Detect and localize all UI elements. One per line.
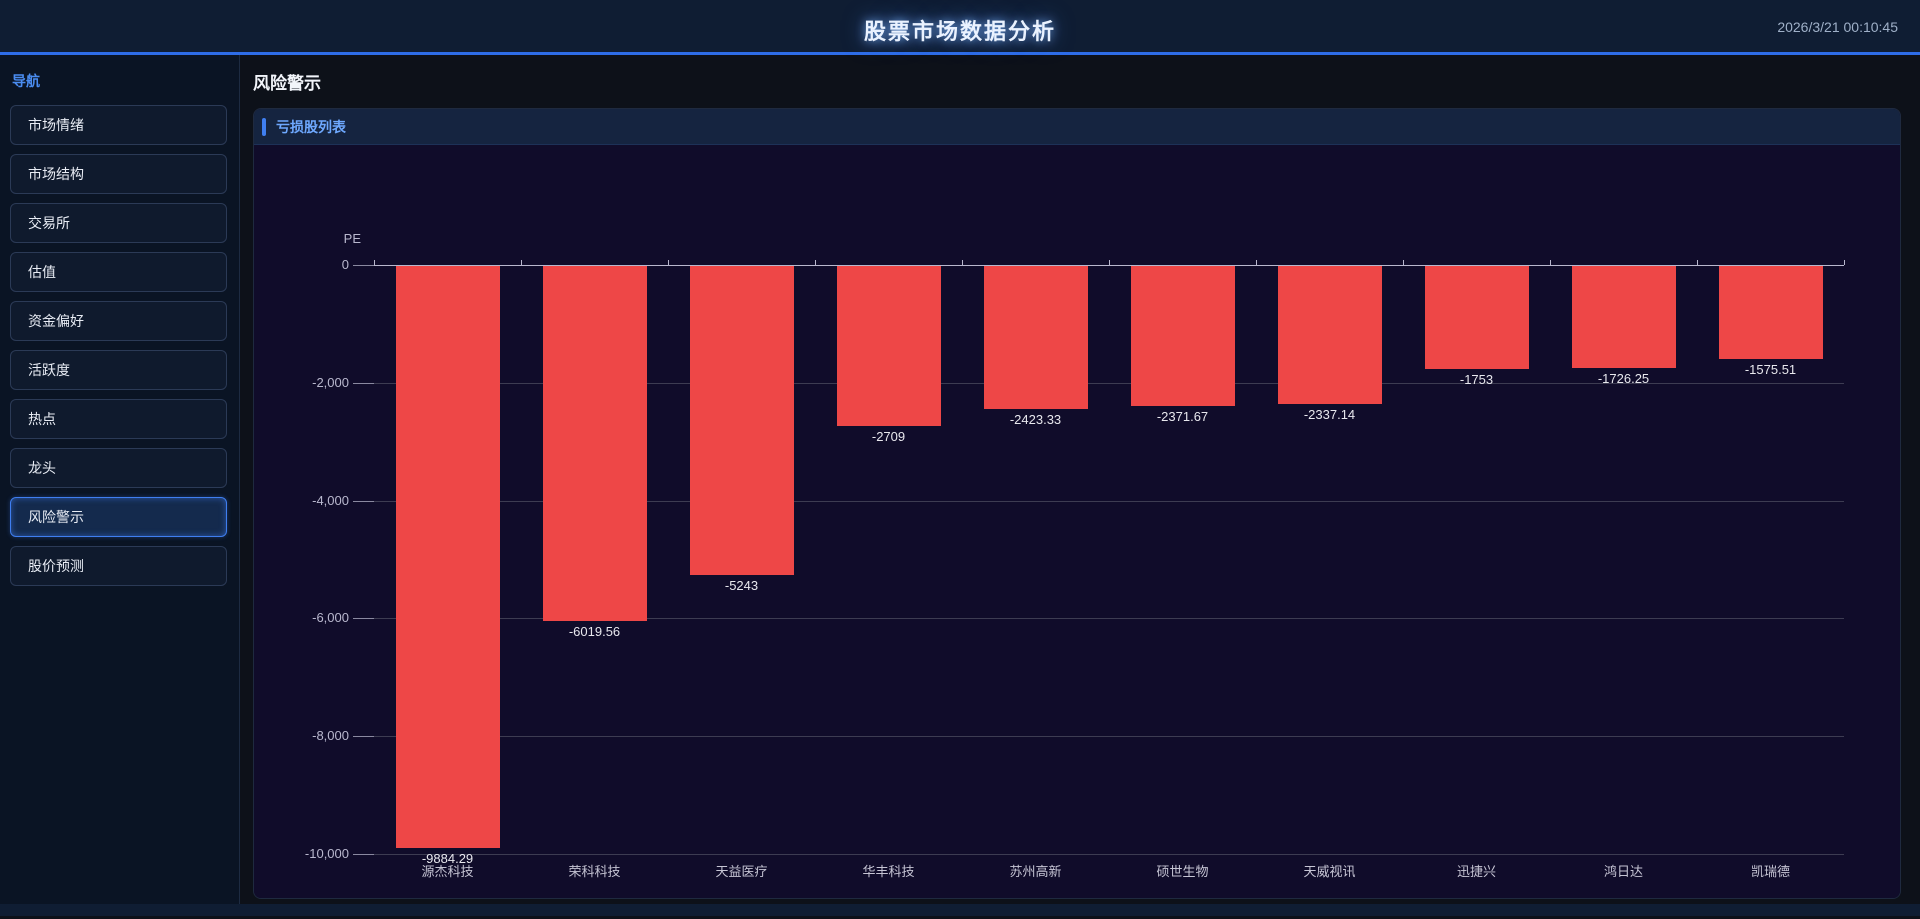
sidebar-item-10[interactable]: 股价预测 — [10, 546, 227, 586]
main-layout: 导航 市场情绪 市场结构 交易所 估值 资金偏好 活跃度 热点 龙头 风险警示 股价预测 风险警示… — [0, 55, 1920, 904]
app-header: 股票市场数据分析 2026/3/21 00:10:45 — [0, 0, 1920, 55]
x-axis-tick — [1109, 260, 1110, 265]
sidebar-item-7[interactable]: 热点 — [10, 399, 227, 439]
bar-value-label: -2337.14 — [1303, 407, 1356, 422]
x-axis-tick — [1550, 260, 1551, 265]
bar-value-label: -6019.56 — [568, 624, 621, 639]
sidebar-item-2[interactable]: 市场结构 — [10, 154, 227, 194]
y-axis-tick-label: -10,000 — [304, 846, 349, 861]
panel-accent-bar — [262, 117, 266, 136]
panel-body: 0 -2,000 -4,000 -6,000 -8,000 -10,000 PE -9884.… — [254, 145, 1900, 898]
y-axis-tick — [353, 265, 374, 266]
chart-bar[interactable] — [690, 266, 794, 575]
bar-value-label: -2423.33 — [1009, 412, 1062, 427]
x-axis-tick — [1697, 260, 1698, 265]
app-title: 股票市场数据分析 — [863, 19, 1056, 44]
x-axis-label: 凯瑞德 — [1750, 864, 1790, 879]
content-area: 风险警示 亏损股列表 0 -2,000 -4,000 -6,000 -8,000 -10,… — [240, 55, 1920, 904]
panel-title: 亏损股列表 — [276, 118, 346, 135]
bar-value-label: -2371.67 — [1156, 409, 1209, 424]
chart-bar[interactable] — [1719, 266, 1823, 359]
sidebar-item-9[interactable]: 风险警示 — [10, 497, 227, 537]
sidebar-item-8[interactable]: 龙头 — [10, 448, 227, 488]
chart-bar[interactable] — [1278, 266, 1382, 404]
y-axis-tick — [353, 854, 374, 855]
x-axis-tick — [668, 260, 669, 265]
x-axis-label: 硕世生物 — [1156, 864, 1209, 879]
chart-bar[interactable] — [1131, 266, 1235, 406]
gridline — [374, 618, 1844, 620]
chart-bar[interactable] — [1425, 266, 1529, 369]
sidebar-item-3[interactable]: 交易所 — [10, 203, 227, 243]
chart-bar[interactable] — [984, 266, 1088, 409]
y-axis-tick — [353, 382, 374, 384]
gridline — [374, 736, 1844, 738]
chart-bar[interactable] — [543, 266, 647, 621]
sidebar-item-1[interactable]: 市场情绪 — [10, 105, 227, 145]
x-axis-tick — [962, 260, 963, 265]
clock-timestamp: 2026/3/21 00:10:45 — [1777, 19, 1898, 35]
y-axis-tick-label: 0 — [341, 257, 349, 272]
x-axis-line — [374, 265, 1844, 266]
x-axis-tick — [1844, 260, 1845, 265]
bar-value-label: -1575.51 — [1744, 362, 1797, 377]
x-axis-label: 天益医疗 — [715, 864, 768, 879]
x-axis-tick — [1403, 260, 1404, 265]
x-axis-label: 华丰科技 — [862, 864, 915, 879]
chart-bar[interactable] — [1572, 266, 1676, 368]
x-axis-tick — [815, 260, 816, 265]
bar-value-label: -1726.25 — [1597, 371, 1650, 386]
y-axis-tick — [353, 618, 374, 620]
gridline — [374, 382, 1844, 384]
sidebar-item-6[interactable]: 活跃度 — [10, 350, 227, 390]
bar-value-label: -5243 — [724, 578, 759, 593]
bar-value-label: -9884.29 — [421, 851, 474, 866]
chart-bar[interactable] — [396, 266, 500, 848]
y-axis-name: PE — [343, 231, 361, 246]
x-axis-label: 天威视讯 — [1303, 864, 1356, 879]
sidebar-item-5[interactable]: 资金偏好 — [10, 301, 227, 341]
x-axis-tick — [1256, 260, 1257, 265]
page-title: 风险警示 — [253, 74, 321, 93]
sidebar-title: 导航 — [12, 73, 40, 89]
x-axis-label: 苏州高新 — [1009, 864, 1062, 879]
x-axis-label: 源杰科技 — [421, 864, 474, 879]
x-axis-label: 鸿日达 — [1603, 864, 1643, 879]
chart-bar[interactable] — [837, 266, 941, 426]
sidebar-nav: 市场情绪市场结构交易所估值资金偏好活跃度热点龙头风险警示股价预测 — [10, 105, 227, 586]
panel-header: 亏损股列表 — [254, 109, 1900, 145]
y-axis-tick-label: -4,000 — [312, 492, 349, 508]
x-axis-label: 迅捷兴 — [1456, 864, 1496, 879]
app-footer — [0, 904, 1920, 916]
bar-value-label: -2709 — [871, 429, 906, 444]
y-axis-tick-label: -8,000 — [312, 728, 349, 744]
sidebar: 导航 市场情绪市场结构交易所估值资金偏好活跃度热点龙头风险警示股价预测 — [0, 55, 240, 904]
gridline — [374, 854, 1844, 855]
gridline — [374, 500, 1844, 502]
loss-stocks-panel: 亏损股列表 0 -2,000 -4,000 -6,000 -8,000 -10,000 PE… — [253, 108, 1901, 899]
sidebar-item-4[interactable]: 估值 — [10, 252, 227, 292]
bar-value-label: -1753 — [1459, 372, 1494, 387]
x-axis-label: 荣科科技 — [568, 864, 621, 879]
y-axis-tick-label: -2,000 — [312, 374, 349, 390]
y-axis-tick — [353, 736, 374, 738]
y-axis-tick-label: -6,000 — [312, 610, 349, 626]
x-axis-tick — [374, 260, 375, 265]
x-axis-tick — [521, 260, 522, 265]
y-axis-tick — [353, 500, 374, 502]
pe-bar-chart: 0 -2,000 -4,000 -6,000 -8,000 -10,000 PE -9884.… — [254, 145, 1900, 898]
